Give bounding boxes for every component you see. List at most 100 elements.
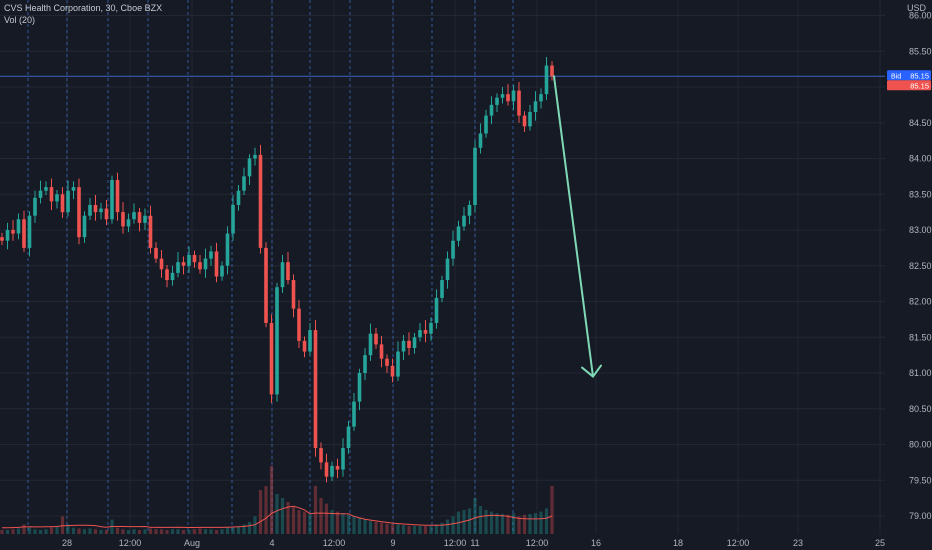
volume-indicator-label[interactable]: Vol (20) bbox=[4, 15, 36, 25]
volume-bar bbox=[132, 529, 136, 534]
volume-bar bbox=[368, 521, 373, 534]
volume-bar bbox=[33, 529, 37, 534]
candle-body bbox=[71, 187, 76, 191]
candle-body bbox=[286, 262, 290, 281]
x-tick-label: 18 bbox=[673, 538, 683, 548]
x-tick-label: 28 bbox=[62, 538, 72, 548]
time-axis[interactable]: 28 12:00 Aug 4 12:00 9 12:00 11 12:00 16 18 12:00 23… bbox=[62, 538, 885, 548]
x-tick-label: 12:00 bbox=[119, 538, 142, 548]
candle-body bbox=[280, 262, 285, 288]
candle-body bbox=[165, 269, 169, 281]
projection-arrow[interactable] bbox=[553, 75, 602, 378]
candle-body bbox=[330, 465, 334, 477]
price-badge bbox=[887, 80, 931, 91]
volume-bar bbox=[203, 529, 208, 534]
volume-bar bbox=[374, 522, 378, 534]
x-tick-label: 12:00 bbox=[444, 538, 467, 548]
volume-bar bbox=[352, 516, 356, 534]
candle-body bbox=[192, 255, 197, 263]
candlesticks bbox=[0, 56, 554, 483]
candle-body bbox=[55, 194, 59, 202]
volume-bar bbox=[467, 508, 472, 534]
volume-bar bbox=[517, 516, 521, 534]
volume-bar bbox=[390, 524, 395, 534]
projection-arrow-shaft[interactable] bbox=[553, 75, 594, 378]
volume-bar bbox=[0, 530, 4, 534]
volume-bar bbox=[137, 530, 142, 534]
volume-bar bbox=[341, 513, 345, 534]
volume-bar bbox=[16, 528, 21, 534]
candle-body bbox=[423, 330, 428, 334]
x-tick-label: 12:00 bbox=[727, 538, 750, 548]
candle-body bbox=[374, 333, 378, 345]
y-tick-label: 83.50 bbox=[909, 189, 932, 199]
candle-body bbox=[0, 237, 4, 241]
candle-body bbox=[198, 262, 202, 270]
candle-body bbox=[154, 247, 158, 259]
candle-body bbox=[522, 115, 527, 127]
candle-body bbox=[489, 104, 494, 116]
candle-body bbox=[418, 330, 422, 338]
volume-bar bbox=[434, 524, 439, 534]
candle-body bbox=[110, 179, 114, 220]
volume-bar bbox=[44, 529, 48, 534]
volume-bar bbox=[302, 511, 307, 534]
volume-bar bbox=[49, 527, 54, 534]
y-tick-label: 83.00 bbox=[909, 225, 932, 235]
candle-body bbox=[302, 340, 307, 352]
candle-body bbox=[319, 448, 323, 463]
candle-body bbox=[291, 280, 296, 309]
volume-bar bbox=[544, 508, 549, 534]
candle-body bbox=[335, 465, 340, 470]
candle-body bbox=[440, 280, 444, 298]
volume-bar bbox=[104, 530, 109, 534]
candle-body bbox=[11, 230, 15, 234]
volume-bar bbox=[71, 527, 76, 534]
volume-bar bbox=[27, 527, 32, 534]
price-badge-value: 85.15 bbox=[910, 71, 929, 80]
candle-body bbox=[324, 462, 329, 477]
volume-bar bbox=[429, 526, 433, 534]
volume-bars bbox=[0, 466, 554, 534]
candle-body bbox=[203, 258, 208, 270]
volume-bar bbox=[66, 524, 70, 534]
currency-label: USD bbox=[906, 3, 926, 13]
x-tick-label: 12:00 bbox=[526, 538, 549, 548]
candle-body bbox=[533, 101, 538, 113]
candle-body bbox=[269, 322, 274, 395]
candle-body bbox=[44, 187, 48, 191]
candle-body bbox=[264, 247, 268, 323]
candle-body bbox=[93, 204, 98, 213]
candle-body bbox=[16, 219, 21, 234]
projection-arrow-head[interactable] bbox=[581, 364, 602, 378]
candle-body bbox=[176, 262, 180, 273]
candle-body bbox=[352, 401, 356, 427]
volume-bar bbox=[495, 513, 499, 534]
candle-body bbox=[363, 355, 367, 373]
candle-body bbox=[478, 133, 483, 148]
candle-body bbox=[132, 212, 136, 220]
volume-bar bbox=[60, 516, 65, 534]
candle-body bbox=[137, 212, 142, 223]
volume-bar bbox=[220, 529, 224, 534]
volume-bar bbox=[148, 528, 153, 534]
candle-body bbox=[412, 337, 417, 348]
candle-body bbox=[544, 65, 549, 95]
candle-body bbox=[220, 265, 224, 277]
volume-bar bbox=[297, 510, 301, 534]
y-tick-label: 80.50 bbox=[909, 404, 932, 414]
y-tick-label: 84.00 bbox=[909, 154, 932, 164]
volume-bar bbox=[396, 524, 400, 534]
volume-bar bbox=[418, 526, 422, 534]
volume-bar bbox=[236, 526, 241, 534]
volume-bar bbox=[445, 519, 450, 534]
candle-body bbox=[539, 94, 543, 102]
volume-bar bbox=[319, 498, 323, 534]
symbol-title[interactable]: CVS Health Corporation, 30, Cboe BZX bbox=[4, 3, 163, 13]
candle-body bbox=[77, 187, 81, 238]
volume-bar bbox=[5, 530, 10, 534]
price-badge-label: Bid bbox=[891, 73, 901, 80]
volume-bar bbox=[99, 530, 103, 534]
